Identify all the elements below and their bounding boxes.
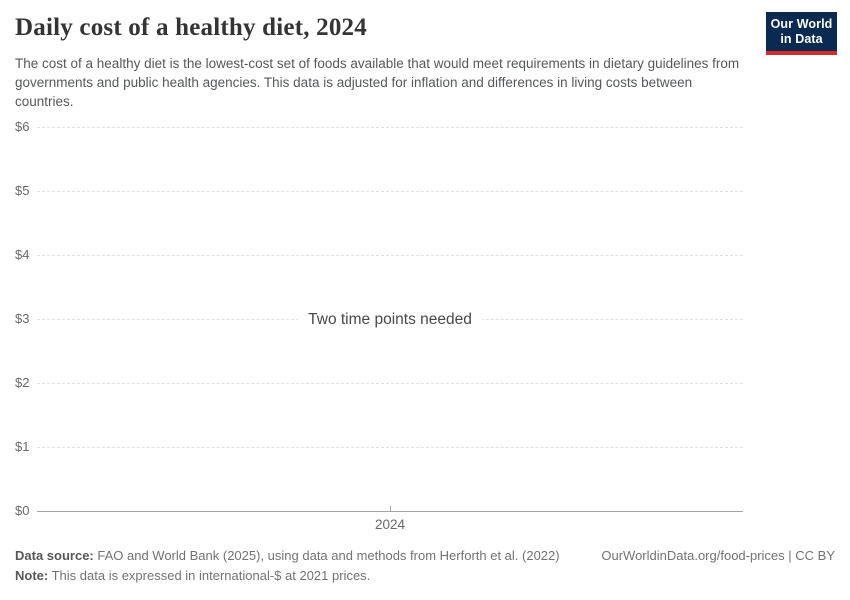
y-gridline-1 [37, 447, 743, 448]
data-source-text: FAO and World Bank (2025), using data an… [97, 548, 560, 563]
owid-logo: Our World in Data [766, 12, 837, 55]
y-tick-label-5: $5 [15, 183, 30, 198]
page-title: Daily cost of a healthy diet, 2024 [15, 14, 367, 41]
owid-logo-line2: in Data [780, 32, 823, 46]
note-label: Note: [15, 568, 49, 583]
x-tick-label-2024: 2024 [374, 517, 406, 532]
data-source-line: Data source: FAO and World Bank (2025), … [15, 548, 560, 563]
y-gridline-4 [37, 255, 743, 256]
footer-note-row: Note: This data is expressed in internat… [15, 568, 835, 583]
y-tick-label-1: $1 [15, 439, 30, 454]
y-tick-label-3: $3 [15, 311, 30, 326]
y-gridline-5 [37, 191, 743, 192]
y-tick-label-2: $2 [15, 375, 30, 390]
chart-subtitle: The cost of a healthy diet is the lowest… [15, 56, 740, 109]
y-tick-label-0: $0 [15, 503, 30, 518]
x-tick-mark-2024 [390, 506, 391, 511]
x-axis-line [37, 511, 743, 512]
y-gridline-2 [37, 383, 743, 384]
empty-state-message: Two time points needed [298, 309, 482, 331]
y-tick-label-6: $6 [15, 119, 30, 134]
data-source-label: Data source: [15, 548, 94, 563]
owid-logo-line1: Our World [770, 17, 833, 31]
footer-sources-row: Data source: FAO and World Bank (2025), … [15, 548, 835, 563]
attribution-link[interactable]: OurWorldinData.org/food-prices | CC BY [601, 548, 835, 563]
note-text: This data is expressed in international-… [51, 568, 371, 583]
y-gridline-6 [37, 127, 743, 128]
y-tick-label-4: $4 [15, 247, 30, 262]
